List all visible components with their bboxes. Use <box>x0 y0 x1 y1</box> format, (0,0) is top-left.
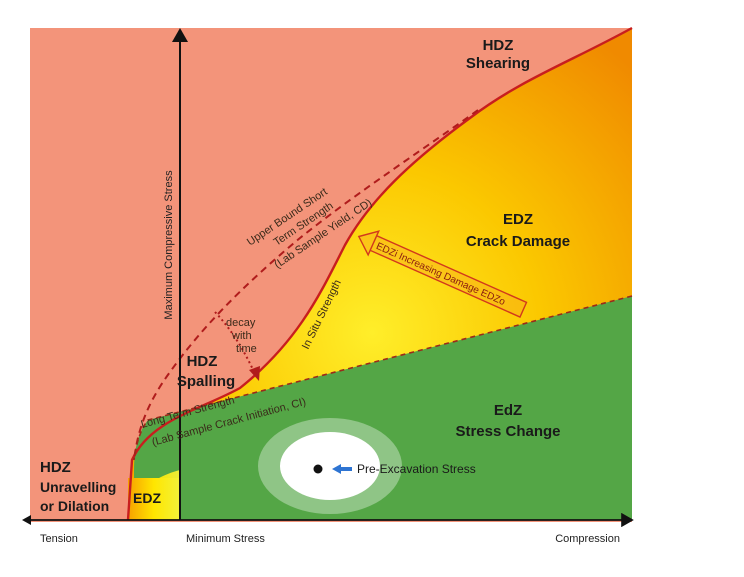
hdz-unravel-subtitle-2: or Dilation <box>40 498 109 514</box>
upper-bound-short-term-curve <box>133 109 479 461</box>
y-axis-label: Maximum Compressive Stress <box>163 170 175 320</box>
x-axis-tension-label: Tension <box>40 533 78 545</box>
decay-arrow <box>214 311 256 375</box>
hdz-spalling-title: HDZ <box>187 353 218 370</box>
pre-excavation-arrow-icon <box>332 464 352 474</box>
long-term-strength-line <box>133 295 633 461</box>
hdz-unravel-title: HDZ <box>40 459 71 476</box>
edz-stress-change-region <box>134 296 632 520</box>
edz-small-label: EDZ <box>133 490 161 506</box>
hdz-unravel-subtitle: Unravelling <box>40 479 116 495</box>
x-axis-min-stress-label: Minimum Stress <box>186 533 265 545</box>
decay-label-2: with <box>231 330 252 342</box>
edz-crack-subtitle: Crack Damage <box>466 233 570 250</box>
decay-label: decay with time <box>226 317 257 355</box>
decay-label-1: decay <box>226 317 256 329</box>
hdz-shearing-subtitle: Shearing <box>466 55 530 72</box>
x-axis-compression-label: Compression <box>555 533 620 545</box>
decay-label-3: time <box>236 343 257 355</box>
pre-excavation-point <box>313 464 323 474</box>
pre-excavation-label: Pre-Excavation Stress <box>357 462 476 476</box>
decay-arrowhead-icon <box>249 366 260 381</box>
x-axis-left-arrow-icon <box>22 515 31 525</box>
edz-stress-subtitle: Stress Change <box>455 423 560 440</box>
edz-crack-title: EDZ <box>503 211 533 228</box>
hdz-shearing-title: HDZ <box>483 37 514 54</box>
pre-excavation-glow <box>280 432 380 500</box>
hdz-spalling-subtitle: Spalling <box>177 373 235 390</box>
edz-small-block <box>128 478 180 520</box>
edz-stress-title: EdZ <box>494 402 522 419</box>
